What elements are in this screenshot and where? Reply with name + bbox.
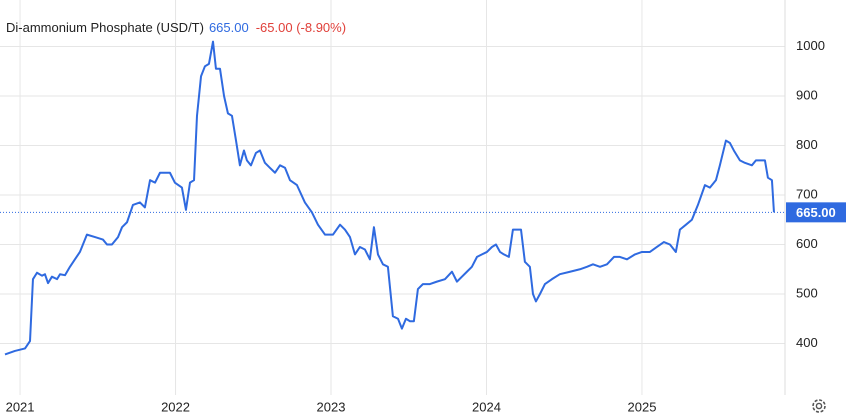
x-tick-label: 2025	[628, 399, 657, 414]
change: -65.00 (-8.90%)	[256, 20, 346, 35]
y-tick-label: 900	[796, 87, 818, 102]
y-tick-label: 1000	[796, 38, 825, 53]
x-tick-label: 2024	[472, 399, 501, 414]
x-tick-label: 2023	[317, 399, 346, 414]
y-tick-label: 700	[796, 186, 818, 201]
x-tick-label: 2021	[6, 399, 35, 414]
x-tick-label: 2022	[161, 399, 190, 414]
title-text: Di-ammonium Phosphate (USD/T)	[6, 20, 204, 35]
chart-title: Di-ammonium Phosphate (USD/T) 665.00 -65.0…	[6, 20, 346, 35]
y-tick-label: 500	[796, 285, 818, 300]
price: 665.00	[209, 20, 249, 35]
y-tick-label: 600	[796, 236, 818, 251]
settings-icon[interactable]	[812, 399, 826, 413]
last-price-box	[786, 202, 846, 223]
y-tick-label: 800	[796, 137, 818, 152]
last-price-label: 665.00	[796, 205, 836, 220]
line-series	[4, 40, 775, 356]
y-tick-label: 400	[796, 335, 818, 350]
